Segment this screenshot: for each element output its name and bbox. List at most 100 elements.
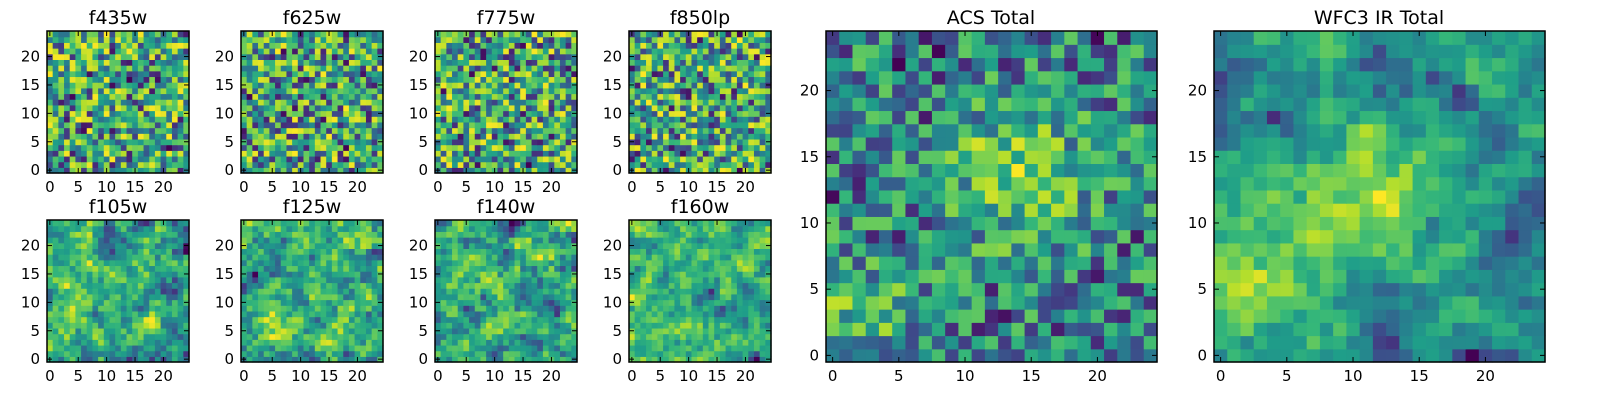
heatmap-cell <box>365 254 373 261</box>
heatmap-cell <box>154 254 162 261</box>
heatmap-cell <box>81 70 88 78</box>
heatmap-cell <box>491 144 499 151</box>
heatmap-cell <box>371 121 378 129</box>
heatmap-cell <box>292 350 299 357</box>
heatmap-cell <box>748 121 755 129</box>
heatmap-cell <box>691 339 698 346</box>
heatmap-cell <box>742 127 749 134</box>
heatmap-cell <box>503 116 510 123</box>
heatmap-cell <box>365 138 373 146</box>
heatmap-cell <box>81 316 88 323</box>
heatmap-cell <box>674 53 681 60</box>
heatmap-cell <box>725 59 732 66</box>
heatmap-cell <box>759 316 766 323</box>
heatmap-cell <box>748 150 755 157</box>
heatmap-cell <box>548 36 555 43</box>
heatmap-cell <box>491 305 499 312</box>
heatmap-cell <box>143 133 150 140</box>
heatmap-cell <box>469 242 476 249</box>
heatmap-cell <box>503 293 510 301</box>
heatmap-cell <box>252 327 259 335</box>
heatmap-cell <box>657 70 664 78</box>
heatmap-cell <box>753 65 761 72</box>
heatmap-cell <box>149 93 156 100</box>
heatmap-cell <box>149 322 156 329</box>
heatmap-cell <box>109 225 116 232</box>
heatmap-cell <box>166 282 173 289</box>
heatmap-cell <box>171 288 179 295</box>
heatmap-cell <box>440 237 447 244</box>
heatmap-cell <box>115 93 122 100</box>
heatmap-cell <box>565 282 572 289</box>
heatmap-cell <box>58 339 65 346</box>
heatmap-cell <box>320 225 327 232</box>
heatmap-cell <box>571 254 578 261</box>
heatmap-cell <box>753 31 761 38</box>
heatmap-cell <box>314 344 322 352</box>
heatmap-cell <box>64 254 71 261</box>
heatmap-cell <box>663 282 670 289</box>
heatmap-cell <box>354 53 361 60</box>
heatmap-cell <box>183 121 190 129</box>
heatmap-cell <box>109 327 116 335</box>
heatmap-cell <box>759 155 766 163</box>
heatmap-cell <box>657 282 664 289</box>
heatmap-cell <box>435 225 442 232</box>
heatmap-cell <box>725 293 732 301</box>
heatmap-cell <box>742 350 749 357</box>
heatmap-cell <box>126 161 133 168</box>
heatmap-cell <box>348 167 356 174</box>
heatmap-cell <box>520 305 527 312</box>
heatmap-cell <box>537 70 544 78</box>
heatmap-cell <box>503 254 510 261</box>
heatmap-cell <box>503 70 510 78</box>
heatmap-cell <box>109 133 116 140</box>
heatmap-cell <box>753 127 761 134</box>
heatmap-cell <box>109 99 116 106</box>
heatmap-cell <box>463 333 470 340</box>
heatmap-cell <box>263 121 270 129</box>
heatmap-cell <box>47 276 54 284</box>
heatmap-cell <box>280 293 288 301</box>
heatmap-cell <box>263 265 270 272</box>
heatmap-cell <box>702 133 710 140</box>
x-tick-label: 15 <box>125 367 144 385</box>
heatmap-cell <box>435 161 442 168</box>
heatmap-cell <box>765 316 772 323</box>
heatmap-cell <box>759 339 766 346</box>
heatmap-cell <box>731 316 738 323</box>
heatmap-cell <box>559 116 567 123</box>
heatmap-cell <box>69 31 76 38</box>
heatmap-cell <box>753 316 761 323</box>
heatmap-cell <box>354 76 361 83</box>
heatmap-cell <box>646 36 653 43</box>
heatmap-cell <box>258 248 265 255</box>
heatmap-cell <box>559 59 567 66</box>
heatmap-cell <box>702 127 710 134</box>
heatmap-cell <box>47 70 54 78</box>
heatmap-cell <box>680 155 687 163</box>
heatmap-cell <box>371 310 378 318</box>
heatmap-cell <box>337 271 344 278</box>
heatmap-cell <box>246 305 253 312</box>
heatmap-cell <box>246 322 253 329</box>
heatmap-cell <box>331 248 339 255</box>
heatmap-cell <box>337 76 344 83</box>
heatmap-cell <box>748 293 755 301</box>
heatmap-cell <box>86 161 94 168</box>
heatmap-cell <box>640 150 647 157</box>
heatmap-cell <box>331 93 339 100</box>
heatmap-cell <box>120 316 128 323</box>
heatmap-cell <box>497 350 504 357</box>
heatmap-cell <box>64 225 71 232</box>
heatmap-cell <box>166 242 173 249</box>
heatmap-cell <box>275 305 282 312</box>
heatmap-cell <box>508 53 516 60</box>
heatmap-cell <box>143 344 150 352</box>
heatmap-cell <box>154 70 162 78</box>
heatmap-cell <box>668 144 676 151</box>
heatmap-cell <box>331 237 339 244</box>
heatmap-cell <box>154 116 162 123</box>
heatmap-cell <box>480 350 487 357</box>
heatmap-cell <box>646 288 653 295</box>
